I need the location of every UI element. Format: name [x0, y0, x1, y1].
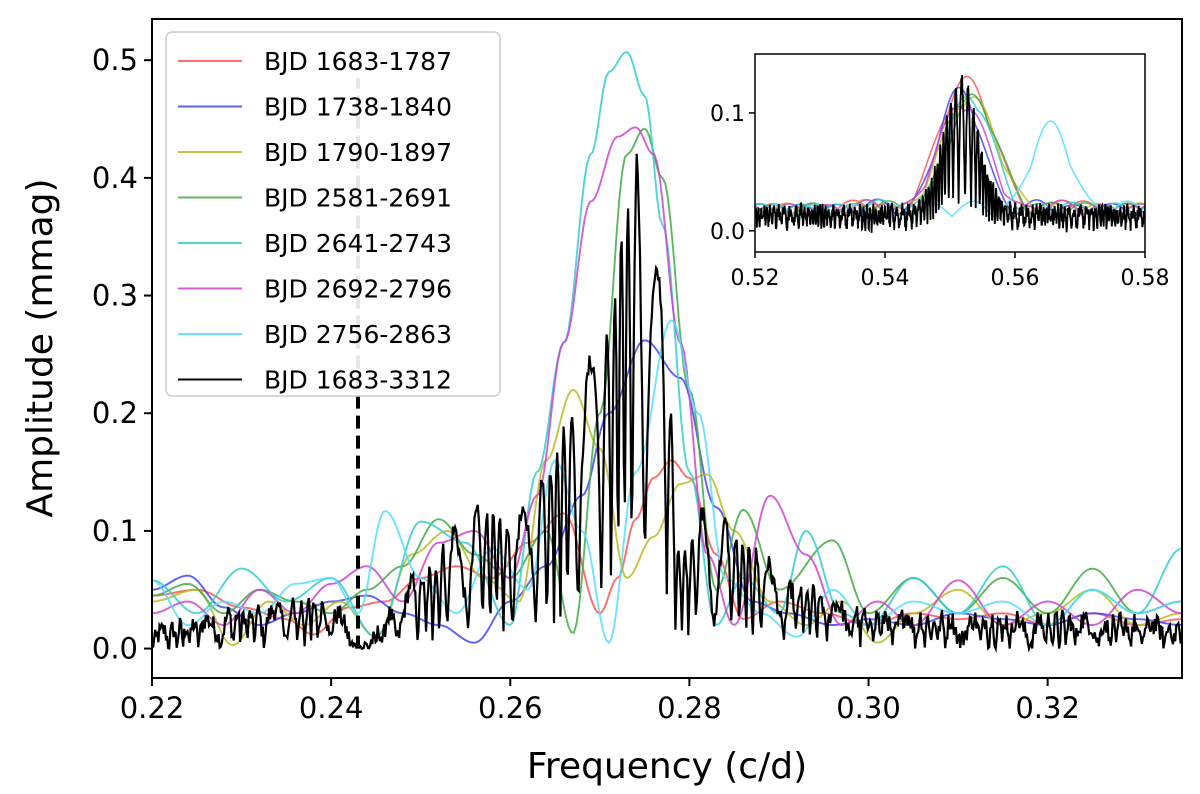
- inset-y-ticks: 0.0 0.1: [710, 102, 755, 245]
- series-line-1: [152, 459, 1182, 636]
- y-tick-label: 0.5: [92, 43, 138, 77]
- legend-label: BJD 2692-2796: [264, 275, 452, 304]
- y-axis-title: Amplitude (mmag): [20, 178, 61, 517]
- x-tick-label: 0.24: [299, 691, 364, 725]
- series-line-7: [152, 319, 1182, 645]
- y-tick-label: 0.4: [92, 161, 138, 195]
- legend-label: BJD 2756-2863: [264, 320, 452, 349]
- series-line-8: [152, 153, 1182, 653]
- legend-label: BJD 1738-1840: [264, 93, 452, 122]
- x-tick-label: 0.32: [1015, 691, 1080, 725]
- legend-label: BJD 2581-2691: [264, 184, 452, 213]
- inset-plot: 0.52 0.54 0.56 0.58 0.0 0.1: [710, 53, 1170, 291]
- main-series-group: [152, 51, 1182, 653]
- legend-label: BJD 2641-2743: [264, 229, 452, 258]
- inset-frame: [754, 53, 1146, 253]
- legend-label: BJD 1683-3312: [264, 366, 452, 395]
- x-axis-title: Frequency (c/d): [527, 746, 807, 787]
- legend-label: BJD 1790-1897: [264, 138, 452, 167]
- y-tick-label: 0.1: [92, 514, 138, 548]
- inset-y-tick-label: 0.0: [710, 220, 745, 245]
- inset-series-group: [755, 74, 1145, 233]
- y-tick-label: 0.3: [92, 279, 138, 313]
- y-tick-label: 0.2: [92, 396, 138, 430]
- inset-x-tick-label: 0.54: [861, 266, 910, 291]
- main-plot-frame: [151, 18, 1183, 679]
- legend-label: BJD 1683-1787: [264, 47, 452, 76]
- series-line-6: [152, 126, 1182, 626]
- legend-box: [165, 31, 501, 397]
- legend: BJD 1683-1787 BJD 1738-1840 BJD 1790-1897 B…: [165, 31, 501, 397]
- inset-x-tick-label: 0.58: [1121, 266, 1170, 291]
- inset-series-line-8: [755, 74, 1145, 233]
- x-tick-label: 0.30: [836, 691, 901, 725]
- main-y-ticks: 0.0 0.1 0.2 0.3 0.4 0.5: [92, 43, 152, 666]
- inset-y-tick-label: 0.1: [710, 102, 745, 127]
- x-tick-label: 0.22: [120, 691, 185, 725]
- main-plot-area: 0.22 0.24 0.26 0.28 0.30 0.32 0.0 0.1 0.2 0.3 0.4…: [20, 18, 1183, 787]
- x-tick-label: 0.26: [478, 691, 543, 725]
- inset-x-ticks: 0.52 0.54 0.56 0.58: [731, 252, 1170, 291]
- series-line-2: [152, 339, 1182, 644]
- y-tick-label: 0.0: [92, 632, 138, 666]
- inset-x-tick-label: 0.56: [991, 266, 1040, 291]
- legend-items: BJD 1683-1787 BJD 1738-1840 BJD 1790-1897 B…: [178, 47, 452, 395]
- inset-x-tick-label: 0.52: [731, 266, 780, 291]
- x-tick-label: 0.28: [657, 691, 722, 725]
- main-x-ticks: 0.22 0.24 0.26 0.28 0.30 0.32: [120, 678, 1080, 725]
